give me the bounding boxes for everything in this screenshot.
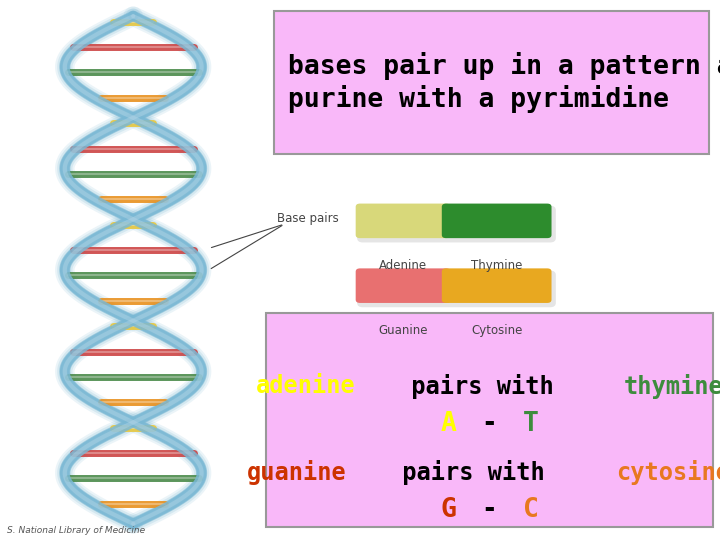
FancyBboxPatch shape — [442, 204, 552, 238]
FancyBboxPatch shape — [274, 11, 709, 154]
Text: pairs with: pairs with — [397, 374, 582, 399]
FancyBboxPatch shape — [356, 268, 451, 303]
Text: Base pairs: Base pairs — [277, 212, 339, 225]
Text: Cytosine: Cytosine — [471, 324, 522, 337]
Text: Guanine: Guanine — [378, 324, 428, 337]
Text: S. National Library of Medicine: S. National Library of Medicine — [7, 525, 145, 535]
Text: T: T — [523, 411, 539, 437]
Text: cytosine: cytosine — [616, 460, 720, 485]
FancyBboxPatch shape — [356, 204, 451, 238]
Text: -: - — [466, 411, 513, 437]
Text: adenine: adenine — [256, 374, 356, 398]
Text: A: A — [441, 411, 456, 437]
Text: bases pair up in a pattern a
purine with a pyrimidine: bases pair up in a pattern a purine with… — [288, 52, 720, 112]
Text: G: G — [441, 497, 456, 523]
FancyBboxPatch shape — [442, 268, 552, 303]
Text: Adenine: Adenine — [379, 259, 427, 272]
Text: pairs with: pairs with — [388, 460, 573, 485]
FancyBboxPatch shape — [266, 313, 713, 526]
Text: Thymine: Thymine — [471, 259, 522, 272]
Text: thymine: thymine — [624, 374, 720, 399]
FancyBboxPatch shape — [357, 206, 556, 242]
FancyBboxPatch shape — [357, 271, 556, 307]
Text: -: - — [466, 497, 513, 523]
Text: C: C — [523, 497, 539, 523]
Text: guanine: guanine — [247, 460, 346, 485]
